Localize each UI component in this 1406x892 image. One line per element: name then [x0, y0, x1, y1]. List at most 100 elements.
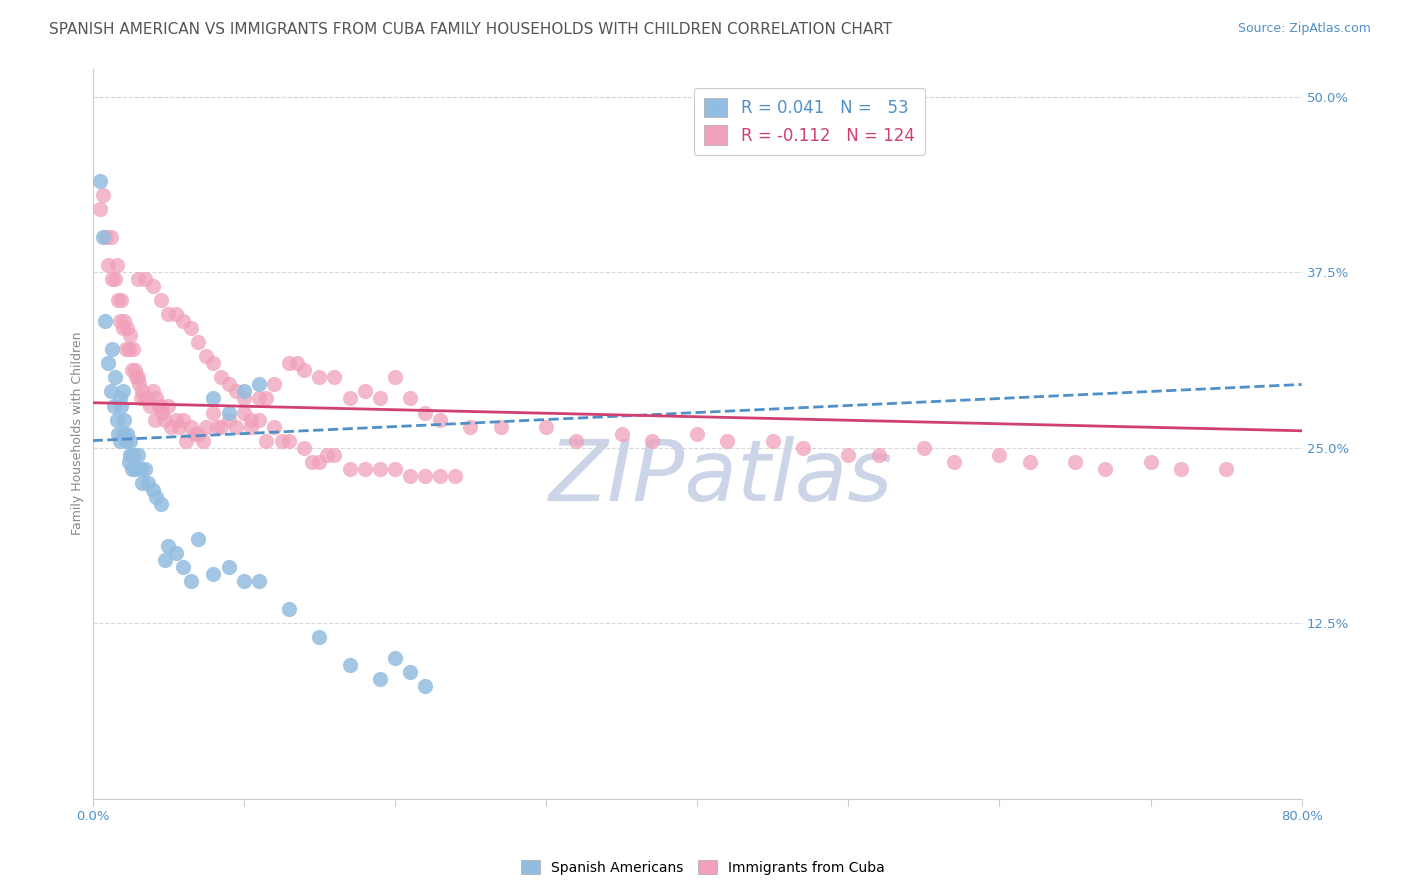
Point — [91, 230, 114, 244]
Point — [308, 455, 330, 469]
Point — [489, 419, 512, 434]
Point — [278, 356, 301, 370]
Point — [134, 272, 156, 286]
Point — [194, 419, 217, 434]
Point — [120, 448, 142, 462]
Point — [101, 272, 124, 286]
Point — [368, 461, 391, 475]
Point — [108, 392, 131, 406]
Point — [429, 468, 451, 483]
Point — [121, 363, 143, 377]
Point — [121, 461, 143, 475]
Point — [165, 412, 187, 426]
Point — [209, 370, 232, 384]
Point — [413, 468, 436, 483]
Point — [125, 370, 148, 384]
Point — [105, 258, 128, 272]
Point — [127, 370, 149, 384]
Point — [988, 448, 1011, 462]
Point — [792, 441, 814, 455]
Point — [105, 412, 128, 426]
Point — [716, 434, 738, 448]
Point — [399, 468, 422, 483]
Point — [353, 384, 375, 399]
Point — [240, 419, 263, 434]
Point — [138, 475, 160, 490]
Point — [444, 468, 467, 483]
Point — [194, 350, 217, 364]
Point — [762, 434, 785, 448]
Point — [104, 370, 127, 384]
Point — [247, 574, 270, 588]
Point — [100, 384, 122, 399]
Point — [91, 187, 114, 202]
Point — [174, 434, 197, 448]
Point — [202, 392, 225, 406]
Point — [101, 343, 124, 357]
Point — [180, 419, 202, 434]
Point — [108, 314, 131, 328]
Text: SPANISH AMERICAN VS IMMIGRANTS FROM CUBA FAMILY HOUSEHOLDS WITH CHILDREN CORRELA: SPANISH AMERICAN VS IMMIGRANTS FROM CUBA… — [49, 22, 893, 37]
Point — [129, 392, 152, 406]
Point — [1094, 461, 1116, 475]
Point — [912, 441, 935, 455]
Point — [131, 384, 153, 399]
Point — [247, 377, 270, 392]
Point — [128, 377, 150, 392]
Point — [145, 490, 167, 504]
Point — [534, 419, 557, 434]
Point — [160, 419, 183, 434]
Point — [339, 658, 361, 673]
Point — [1139, 455, 1161, 469]
Point — [270, 434, 292, 448]
Point — [153, 553, 176, 567]
Point — [134, 461, 156, 475]
Point — [323, 448, 346, 462]
Point — [100, 230, 122, 244]
Point — [118, 455, 141, 469]
Point — [127, 272, 149, 286]
Point — [254, 392, 277, 406]
Point — [240, 412, 263, 426]
Point — [413, 405, 436, 419]
Point — [122, 448, 145, 462]
Point — [180, 574, 202, 588]
Point — [131, 475, 153, 490]
Point — [218, 412, 240, 426]
Point — [107, 293, 129, 308]
Point — [1018, 455, 1040, 469]
Point — [301, 455, 323, 469]
Point — [225, 384, 247, 399]
Point — [172, 412, 194, 426]
Point — [263, 419, 285, 434]
Point — [1170, 461, 1192, 475]
Point — [97, 258, 120, 272]
Point — [191, 434, 214, 448]
Point — [308, 630, 330, 644]
Point — [187, 532, 209, 546]
Point — [247, 412, 270, 426]
Point — [143, 412, 166, 426]
Point — [148, 399, 170, 413]
Point — [157, 539, 180, 553]
Y-axis label: Family Households with Children: Family Households with Children — [72, 332, 84, 535]
Point — [384, 461, 406, 475]
Point — [139, 399, 162, 413]
Point — [247, 392, 270, 406]
Point — [184, 426, 207, 441]
Point — [202, 356, 225, 370]
Point — [368, 392, 391, 406]
Point — [153, 412, 176, 426]
Point — [149, 399, 172, 413]
Point — [278, 602, 301, 616]
Point — [218, 377, 240, 392]
Point — [399, 392, 422, 406]
Point — [180, 321, 202, 335]
Point — [399, 665, 422, 680]
Point — [292, 441, 315, 455]
Point — [202, 405, 225, 419]
Point — [134, 392, 156, 406]
Point — [127, 448, 149, 462]
Point — [218, 405, 240, 419]
Point — [315, 448, 337, 462]
